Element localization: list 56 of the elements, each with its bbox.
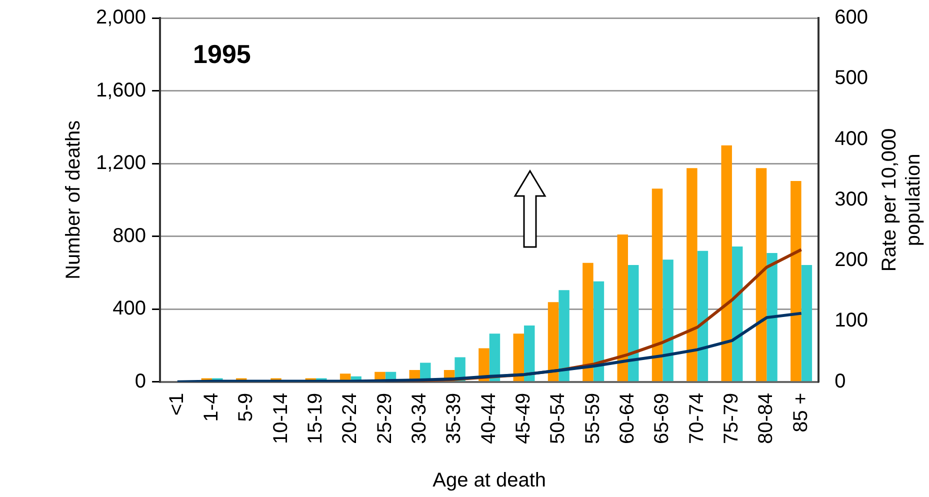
y-tick-label: 0 <box>134 370 146 392</box>
y-axis-title: Number of deaths <box>62 120 85 280</box>
y-tick-label: 400 <box>112 298 146 320</box>
y-tick-label: 2,000 <box>96 6 146 29</box>
bar <box>790 181 802 382</box>
x-tick-label: 55-59 <box>582 392 604 444</box>
x-tick-label: 15-19 <box>304 392 327 444</box>
bar <box>593 281 604 382</box>
x-tick-label: 35-39 <box>443 392 466 444</box>
bar <box>697 250 708 382</box>
bar <box>628 265 639 382</box>
bar <box>513 334 524 382</box>
x-tick-label: 60-64 <box>616 392 639 444</box>
bar <box>489 334 500 382</box>
y2-tick-label: 0 <box>834 370 846 392</box>
bar <box>582 262 594 382</box>
bar <box>766 253 778 382</box>
y2-tick-label: 500 <box>834 67 868 90</box>
bar <box>732 246 743 382</box>
y2-axis-title: Rate per 10,000 population <box>878 128 925 272</box>
y2-tick-label: 100 <box>834 310 868 332</box>
x-tick-label: 70-74 <box>686 392 708 444</box>
y-tick-label: 1,200 <box>96 152 146 174</box>
bar <box>478 348 490 382</box>
x-tick-label: 85 + <box>790 392 812 432</box>
x-tick-label: 50-54 <box>547 392 570 444</box>
bar <box>756 168 767 382</box>
bar <box>662 260 674 382</box>
bar <box>548 302 559 382</box>
x-tick-label: 5-9 <box>235 392 258 422</box>
x-tick-label: 45-49 <box>512 392 535 444</box>
x-tick-label: 65-69 <box>651 392 674 444</box>
x-tick-label: 25-29 <box>374 392 396 444</box>
y2-tick-label: 200 <box>834 249 868 272</box>
x-axis-title: Age at death <box>432 470 546 492</box>
bar <box>801 265 812 382</box>
x-tick-label: <1 <box>166 392 188 416</box>
x-tick-label: 75-79 <box>720 392 742 444</box>
x-tick-label: 20-24 <box>339 392 362 444</box>
x-tick-label: 1-4 <box>200 392 223 422</box>
y2-tick-label: 400 <box>834 128 868 150</box>
text: 1995 <box>193 39 251 70</box>
y2-tick-label: 600 <box>834 6 868 29</box>
bar <box>617 234 628 382</box>
bar <box>686 168 698 382</box>
y2-tick-label: 300 <box>834 188 868 210</box>
x-tick-label: 40-44 <box>478 392 500 444</box>
y-tick-label: 1,600 <box>96 79 146 102</box>
bar <box>652 188 663 382</box>
bar <box>558 290 570 382</box>
y-tick-label: 800 <box>112 224 146 247</box>
x-tick-label: 80-84 <box>755 392 778 444</box>
x-tick-label: 10-14 <box>270 392 292 444</box>
x-tick-label: 30-34 <box>408 392 431 444</box>
bar <box>524 325 535 382</box>
bar <box>721 145 732 382</box>
